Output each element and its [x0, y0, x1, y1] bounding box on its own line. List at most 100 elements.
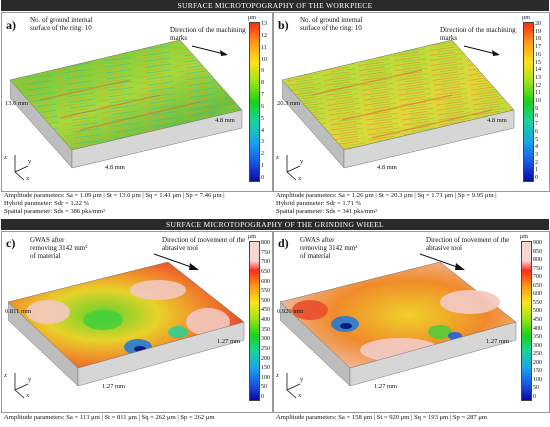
- colorbar-tick-label: 18: [535, 36, 541, 43]
- panel-b-dim-bottom: 4.8 mm: [377, 164, 397, 171]
- panel-b-note: No. of ground internal surface of the ri…: [300, 16, 363, 32]
- direction-arrow-icon: [153, 253, 199, 270]
- panel-c-axis-x: x: [26, 392, 30, 399]
- panel-c-colorbar: [249, 241, 260, 401]
- panel-a-colorbar: [249, 22, 260, 182]
- panel-d-axis-x: x: [298, 392, 302, 399]
- colorbar-tick-label: 750: [533, 265, 542, 272]
- colorbar-tick-label: 12: [261, 32, 267, 39]
- panel-b-axis-y: y: [300, 158, 304, 165]
- colorbar-tick-label: 1: [535, 167, 538, 174]
- panel-b-dim-right: 4.8 mm: [487, 117, 507, 124]
- panel-b-axis-triad-icon: [286, 155, 301, 181]
- colorbar-tick-label: 0: [261, 394, 264, 400]
- colorbar-tick-label: 350: [533, 334, 542, 341]
- panel-a-params-hybrid: Hybrid parameter: Sdr = 1.22 %: [4, 200, 90, 207]
- colorbar-tick-label: 12: [535, 82, 541, 89]
- panel-b-params-amplitude: Amplitude parameters: Sa = 1.26 μm | St …: [276, 192, 497, 199]
- panel-b-surface-plot: [282, 40, 515, 169]
- panel-a-unit: μm: [248, 15, 256, 21]
- panel-b-params-spatial: Spatial parameter: Sds = 341 pks/mm²: [276, 208, 378, 215]
- panel-c-axis-triad-icon: [14, 373, 29, 399]
- colorbar-tick-label: 7: [535, 121, 538, 128]
- colorbar-tick-label: 800: [533, 257, 542, 264]
- colorbar-tick-label: 6: [261, 103, 264, 110]
- panel-d-label: d): [278, 236, 289, 250]
- colorbar-tick-label: 9: [261, 68, 264, 75]
- grinding-wheel-section-title: SURFACE MICROTOPOGRAPHY OF THE GRINDING …: [1, 219, 549, 230]
- colorbar-tick-label: 150: [261, 365, 270, 372]
- colorbar-tick-label: 550: [261, 288, 270, 295]
- panel-d-axis-triad-icon: [286, 373, 301, 399]
- panel-b-label: b): [278, 18, 289, 32]
- colorbar-tick-label: 3: [261, 139, 264, 146]
- colorbar-tick-label: 250: [533, 351, 542, 358]
- colorbar-tick-label: 19: [535, 28, 541, 35]
- colorbar-tick-label: 17: [535, 44, 541, 51]
- colorbar-tick-label: 150: [533, 368, 542, 375]
- colorbar-tick-label: 20: [535, 21, 541, 27]
- colorbar-tick-label: 13: [261, 21, 267, 27]
- panel-b-direction: Direction of the machining marks: [440, 26, 516, 42]
- colorbar-tick-label: 500: [261, 297, 270, 304]
- panel-b-params-hybrid: Hybrid parameter: Sdr = 1.71 %: [276, 200, 362, 207]
- colorbar-tick-label: 5: [261, 115, 264, 122]
- workpiece-section-title: SURFACE MICROTOPOGRAPHY OF THE WORKPIECE: [1, 0, 549, 11]
- colorbar-tick-label: 9: [535, 105, 538, 112]
- colorbar-tick-label: 100: [261, 374, 270, 381]
- colorbar-tick-label: 11: [535, 90, 541, 97]
- colorbar-tick-label: 450: [533, 317, 542, 323]
- panel-c-unit: μm: [248, 234, 256, 240]
- colorbar-tick-label: 1: [261, 163, 264, 170]
- colorbar-tick-label: 100: [533, 376, 542, 383]
- colorbar-tick-label: 7: [261, 92, 264, 99]
- direction-arrow-icon: [419, 253, 465, 270]
- panel-a-label: a): [6, 18, 16, 32]
- panel-a-dim-bottom: 4.8 mm: [105, 164, 125, 171]
- panel-d-dim-bottom: 1.27 mm: [374, 383, 398, 390]
- panel-a-axis-triad-icon: [14, 155, 29, 181]
- colorbar-tick-label: 750: [261, 249, 270, 256]
- panel-a-params-amplitude: Amplitude parameters: Sa = 1.09 μm | St …: [4, 192, 225, 199]
- panel-d-dim-left: 0.920 mm: [277, 308, 304, 315]
- direction-arrow-icon: [463, 45, 500, 56]
- panel-b-axis-z: z: [276, 154, 279, 161]
- direction-arrow-icon: [191, 45, 228, 56]
- colorbar-tick-label: 15: [535, 59, 541, 66]
- colorbar-tick-label: 850: [533, 248, 542, 255]
- colorbar-tick-label: 10: [535, 98, 541, 104]
- panel-a-axis-x: x: [26, 175, 30, 182]
- panel-b-dim-left: 20.3 mm: [277, 100, 301, 107]
- panel-a-note: No. of ground internal surface of the ri…: [30, 16, 93, 32]
- panel-c-label: c): [6, 236, 16, 250]
- panel-d-direction: Direction of movement of the abrasive to…: [426, 236, 510, 252]
- panel-d-unit: μm: [520, 234, 528, 240]
- colorbar-tick-label: 50: [261, 384, 267, 391]
- colorbar-tick-label: 50: [533, 385, 539, 392]
- panel-a-axis-y: y: [28, 158, 32, 165]
- colorbar-tick-label: 16: [535, 51, 541, 58]
- colorbar-tick-label: 700: [533, 274, 542, 281]
- colorbar-tick-label: 650: [533, 282, 542, 289]
- colorbar-tick-label: 400: [261, 317, 270, 323]
- colorbar-tick-label: 10: [261, 56, 267, 63]
- colorbar-tick-label: 300: [533, 342, 542, 349]
- panel-a-dim-right: 4.8 mm: [215, 117, 235, 124]
- panel-b-axis-x: x: [298, 175, 302, 182]
- colorbar-tick-label: 700: [261, 259, 270, 266]
- panel-c-colorbar-ticks: 800 750 700 650 600 550 500 450 400 350 300 250 200 1…: [261, 240, 275, 400]
- panel-d-surface-plot: [280, 262, 517, 387]
- colorbar-tick-label: 6: [535, 128, 538, 135]
- colorbar-tick-label: 650: [261, 268, 270, 275]
- panel-a-direction: Direction of the machining marks: [170, 26, 246, 42]
- colorbar-tick-label: 0: [261, 175, 264, 181]
- colorbar-tick-label: 8: [261, 80, 264, 87]
- panel-d-dim-right: 1.27 mm: [486, 338, 510, 345]
- colorbar-tick-label: 11: [261, 44, 267, 51]
- panel-b-colorbar-ticks: 20 19 18 17 16 15 14 13 12 11 10 9 8 7 6 5 4 3 2 1 0: [535, 21, 547, 181]
- colorbar-tick-label: 200: [261, 355, 270, 362]
- panel-d-colorbar-ticks: 900 850 800 750 700 650 600 550 500 450 400 350 300 2…: [533, 240, 547, 400]
- colorbar-tick-label: 200: [533, 359, 542, 366]
- colorbar-tick-label: 300: [261, 336, 270, 343]
- panel-c-axis-z: z: [4, 372, 7, 379]
